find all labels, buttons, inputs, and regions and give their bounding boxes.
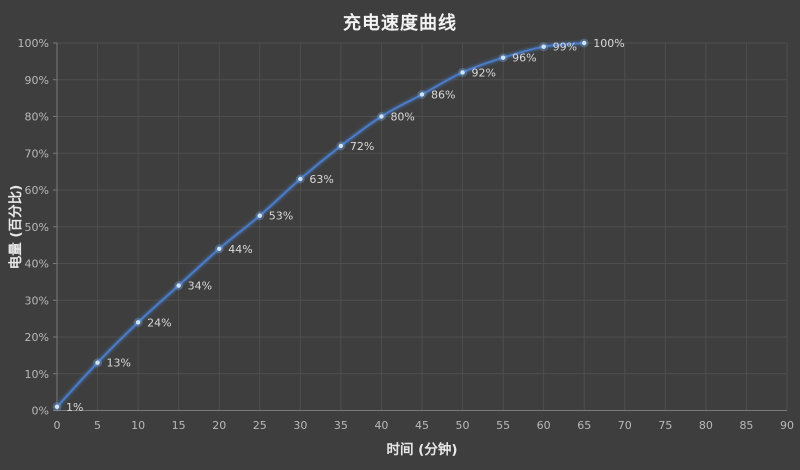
- x-tick-label: 10: [131, 419, 145, 432]
- data-point-marker: [500, 55, 506, 60]
- data-point-marker: [257, 213, 262, 218]
- series-line-glow: [54, 40, 587, 410]
- data-point-label: 13%: [107, 357, 131, 370]
- chart-title: 充电速度曲线: [343, 13, 457, 34]
- data-point-label: 100%: [593, 37, 624, 50]
- data-point-label: 72%: [350, 140, 374, 153]
- data-point-marker: [135, 320, 141, 325]
- y-tick-label: 10%: [25, 368, 49, 381]
- x-tick-label: 65: [577, 419, 591, 432]
- x-tick-label: 85: [739, 419, 753, 432]
- x-tick-label: 35: [334, 419, 348, 432]
- data-point-marker: [338, 143, 344, 149]
- data-point-marker: [217, 246, 222, 251]
- x-tick-label: 50: [456, 419, 470, 432]
- data-point-marker: [460, 70, 465, 75]
- data-point-label: 24%: [147, 316, 171, 329]
- y-tick-label: 40%: [25, 258, 49, 271]
- series-line: [56, 42, 586, 408]
- y-tick-label: 60%: [25, 184, 49, 197]
- data-point-marker: [419, 92, 425, 97]
- data-point-label: 1%: [66, 401, 83, 414]
- x-tick-label: 60: [537, 419, 551, 432]
- data-point-marker: [379, 114, 384, 119]
- data-point-label: 86%: [431, 88, 455, 101]
- x-tick-label: 45: [415, 419, 429, 432]
- x-tick-label: 15: [172, 419, 186, 432]
- y-tick-label: 50%: [25, 221, 49, 234]
- y-tick-label: 80%: [25, 111, 49, 124]
- y-tick-label: 0%: [32, 405, 49, 418]
- y-tick-label: 90%: [25, 74, 49, 87]
- data-point-label: 44%: [228, 243, 252, 256]
- y-tick-label: 30%: [25, 294, 49, 307]
- series-line-glow-outer: [53, 39, 589, 411]
- data-point-marker: [582, 40, 587, 46]
- x-tick-label: 70: [618, 419, 632, 432]
- data-point-label: 34%: [188, 280, 212, 293]
- y-tick-label: 20%: [25, 331, 49, 344]
- data-point-label: 92%: [472, 66, 496, 79]
- data-point-label: 53%: [269, 210, 293, 223]
- y-tick-label: 70%: [25, 147, 49, 160]
- data-point-label: 96%: [512, 52, 536, 65]
- x-tick-label: 20: [212, 419, 226, 432]
- x-tick-label: 80: [699, 419, 713, 432]
- data-point-marker: [176, 283, 181, 288]
- data-point-marker: [298, 176, 303, 182]
- x-tick-label: 0: [54, 419, 61, 432]
- x-tick-label: 90: [780, 419, 794, 432]
- data-point-marker: [541, 44, 546, 49]
- x-axis-title: 时间 (分钟): [386, 442, 458, 458]
- x-tick-label: 30: [293, 419, 307, 432]
- x-tick-label: 75: [658, 419, 672, 432]
- x-tick-label: 5: [94, 419, 101, 432]
- data-point-label: 99%: [553, 41, 577, 54]
- data-point-label: 80%: [390, 111, 414, 124]
- data-point-marker: [95, 360, 100, 365]
- data-point-marker: [54, 404, 60, 410]
- x-tick-label: 25: [253, 419, 267, 432]
- x-tick-label: 55: [496, 419, 510, 432]
- y-tick-label: 100%: [18, 37, 49, 50]
- x-tick-label: 40: [374, 419, 388, 432]
- data-point-label: 63%: [309, 173, 333, 186]
